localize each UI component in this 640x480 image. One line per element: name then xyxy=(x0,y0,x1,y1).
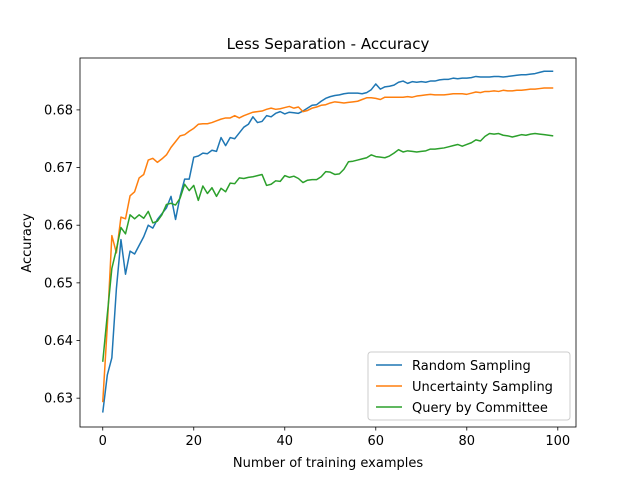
y-tick-label: 0.68 xyxy=(44,103,73,118)
y-axis-title: Accuracy xyxy=(20,213,35,273)
y-tick-label: 0.63 xyxy=(44,392,73,407)
x-tick-label: 60 xyxy=(368,434,385,449)
legend-label: Query by Committee xyxy=(412,401,548,416)
x-tick-label: 100 xyxy=(545,434,570,449)
x-tick-label: 0 xyxy=(99,434,107,449)
x-tick-label: 20 xyxy=(185,434,202,449)
y-tick-label: 0.66 xyxy=(44,219,73,234)
legend: Random Sampling Uncertainty Sampling Query… xyxy=(367,351,571,421)
x-axis-title: Number of training examples xyxy=(233,456,423,471)
y-tick-label: 0.64 xyxy=(44,334,73,349)
chart-title: Less Separation - Accuracy xyxy=(227,35,430,53)
series-line-3 xyxy=(102,132,554,362)
x-tick-label: 40 xyxy=(276,434,293,449)
legend-label: Uncertainty Sampling xyxy=(412,380,553,395)
plot-area: 0 20 40 60 80 100 0.63 0.64 0.65 0.66 0.67 0.68 xyxy=(44,57,577,449)
y-tick-label: 0.67 xyxy=(44,161,73,176)
legend-label: Random Sampling xyxy=(412,359,531,374)
series-line-2 xyxy=(102,87,554,403)
legend-box xyxy=(367,351,571,421)
x-tick-label: 80 xyxy=(459,434,476,449)
series-line-1 xyxy=(102,70,554,413)
axes-frame xyxy=(79,57,577,428)
y-tick-label: 0.65 xyxy=(44,276,73,291)
